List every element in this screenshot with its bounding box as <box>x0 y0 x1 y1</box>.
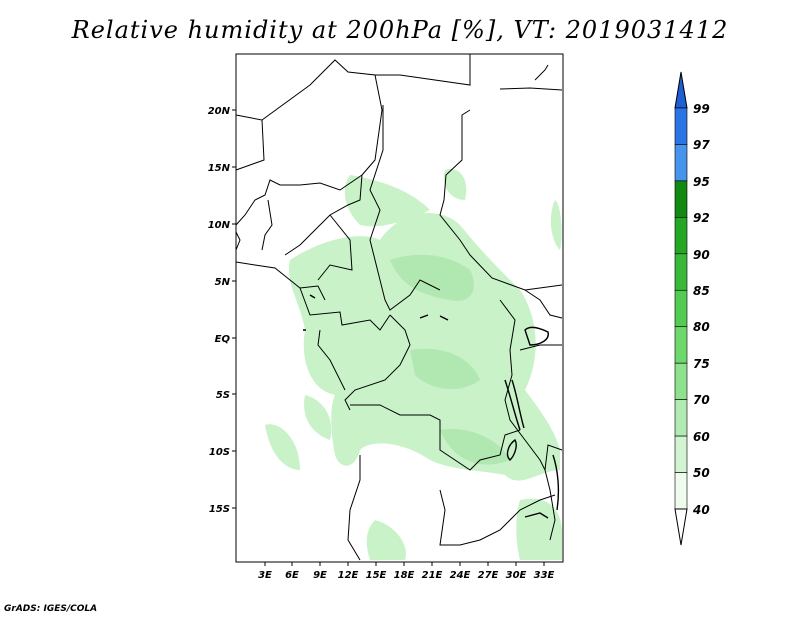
colorbar-segment <box>674 144 688 182</box>
lat-label: 5N <box>215 277 231 288</box>
colorbar-segment <box>674 362 688 400</box>
colorbar-labels: 99 97 95 92 90 85 80 75 70 60 50 40 <box>692 102 710 517</box>
lat-label: 15N <box>208 163 231 174</box>
map-frame <box>235 53 564 563</box>
lat-ticks <box>232 109 236 509</box>
colorbar-segment <box>674 326 688 364</box>
colorbar-top-arrow <box>674 71 688 109</box>
lon-ticks <box>264 562 545 566</box>
colorbar-segment <box>674 399 688 437</box>
lat-label: 20N <box>208 106 231 117</box>
colorbar-boxes <box>674 107 688 510</box>
lon-label: 6E <box>285 570 299 581</box>
lon-label: 33E <box>534 570 555 581</box>
colorbar-label: 40 <box>692 503 710 517</box>
colorbar-segment <box>674 253 688 291</box>
humidity-shading <box>265 169 562 560</box>
lon-label: 3E <box>258 570 272 581</box>
colorbar-label: 60 <box>693 430 710 444</box>
colorbar-segment <box>674 472 688 510</box>
lat-label: 10N <box>208 220 231 231</box>
chart-title: Relative humidity at 200hPa [%], VT: 201… <box>71 16 729 44</box>
lon-label: 9E <box>313 570 327 581</box>
colorbar: 99 97 95 92 90 85 80 75 70 60 50 40 <box>674 71 710 546</box>
colorbar-label: 50 <box>693 466 710 480</box>
lon-label: 12E <box>338 570 359 581</box>
colorbar-label: 90 <box>693 248 710 262</box>
lon-labels: 3E 6E 9E 12E 15E 18E 21E 24E 27E 30E 33E <box>258 570 554 581</box>
colorbar-bottom-arrow <box>674 508 688 546</box>
colorbar-label: 95 <box>693 175 710 189</box>
colorbar-segment <box>674 217 688 255</box>
lat-label: 15S <box>209 504 230 515</box>
lon-label: 24E <box>450 570 471 581</box>
colorbar-label: 75 <box>693 357 710 371</box>
lon-label: 15E <box>366 570 387 581</box>
colorbar-label: 97 <box>693 138 710 152</box>
colorbar-label: 70 <box>693 393 710 407</box>
lat-labels: 20N 15N 10N 5N EQ 5S 10S 15S <box>208 106 231 515</box>
colorbar-label: 85 <box>693 284 710 298</box>
colorbar-segment <box>674 289 688 328</box>
lat-label: EQ <box>215 334 231 345</box>
lon-label: 18E <box>394 570 415 581</box>
grads-credit: GrADS: IGES/COLA <box>4 604 98 614</box>
colorbar-segment <box>674 435 688 473</box>
lat-label: 10S <box>209 447 230 458</box>
lon-label: 30E <box>506 570 527 581</box>
lon-label: 21E <box>422 570 443 581</box>
colorbar-label: 92 <box>693 211 710 225</box>
colorbar-segment <box>674 180 688 218</box>
country-borders <box>235 54 563 561</box>
lake-outlines <box>303 294 560 519</box>
lat-label: 5S <box>216 390 230 401</box>
lon-label: 27E <box>478 570 499 581</box>
colorbar-label: 80 <box>693 320 710 334</box>
colorbar-label: 99 <box>693 102 710 116</box>
colorbar-segment <box>674 107 688 145</box>
